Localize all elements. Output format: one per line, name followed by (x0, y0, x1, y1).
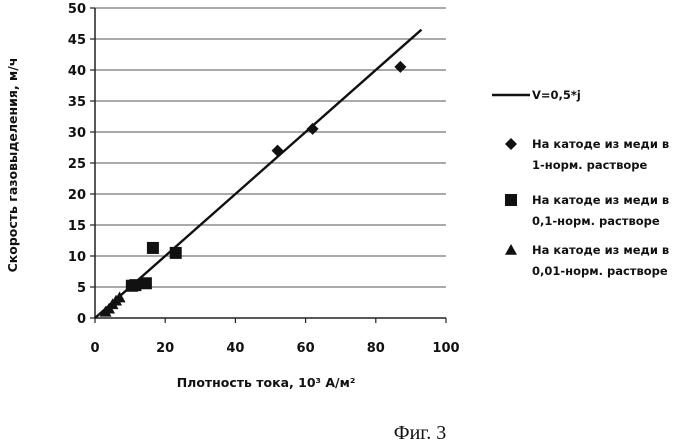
legend: V=0,5*j На катоде из меди в 1-норм. раство… (492, 88, 669, 278)
x-tick-label-100: 100 (432, 341, 459, 356)
y-tick-label-35: 35 (68, 95, 86, 110)
x-tick-label-60: 60 (297, 341, 315, 356)
legend-label-diamond-1: 1-норм. растворе (532, 158, 648, 172)
data-point-diamond-2 (394, 61, 406, 73)
y-tick-label-15: 15 (68, 219, 86, 234)
y-tick-label-0: 0 (77, 312, 86, 327)
legend-label-triangle-1: 0,01-норм. растворе (532, 264, 668, 278)
legend-marker-triangle (505, 244, 517, 255)
y-tick-label-20: 20 (68, 188, 86, 203)
fit-line (95, 30, 421, 318)
y-tick-label-45: 45 (68, 33, 86, 48)
legend-marker-square (505, 194, 517, 206)
data-point-square-3 (147, 242, 159, 254)
data-point-diamond-0 (272, 145, 284, 157)
x-tick-label-40: 40 (226, 341, 244, 356)
tick-labels: 0 5 10 15 20 25 30 35 40 45 50 0 20 40 60 80 100 (68, 2, 460, 356)
y-axis-title: Скорость газовыделения, м/ч (5, 58, 20, 273)
data-points (100, 61, 407, 317)
data-point-square-1 (129, 279, 141, 291)
fit-line-layer (95, 30, 421, 318)
data-point-diamond-1 (307, 123, 319, 135)
y-tick-label-50: 50 (68, 2, 86, 17)
x-tick-label-20: 20 (156, 341, 174, 356)
legend-label-diamond-0: На катоде из меди в (532, 137, 669, 151)
data-point-square-2 (140, 277, 152, 289)
x-tick-label-0: 0 (90, 341, 99, 356)
y-tick-label-40: 40 (68, 64, 86, 79)
legend-label-square-1: 0,1-норм. растворе (532, 214, 660, 228)
legend-label-line: V=0,5*j (532, 88, 581, 102)
y-tick-label-5: 5 (77, 281, 86, 296)
y-tick-label-30: 30 (68, 126, 86, 141)
figure-caption: Фиг. 3 (394, 422, 446, 444)
data-point-square-4 (170, 247, 182, 259)
legend-label-triangle-0: На катоде из меди в (532, 243, 669, 257)
x-tick-label-80: 80 (367, 341, 385, 356)
legend-label-square-0: На катоде из меди в (532, 193, 669, 207)
y-tick-label-10: 10 (68, 250, 86, 265)
x-axis-title: Плотность тока, 10³ А/м² (177, 375, 356, 390)
y-tick-label-25: 25 (68, 157, 86, 172)
legend-marker-diamond (505, 138, 517, 150)
